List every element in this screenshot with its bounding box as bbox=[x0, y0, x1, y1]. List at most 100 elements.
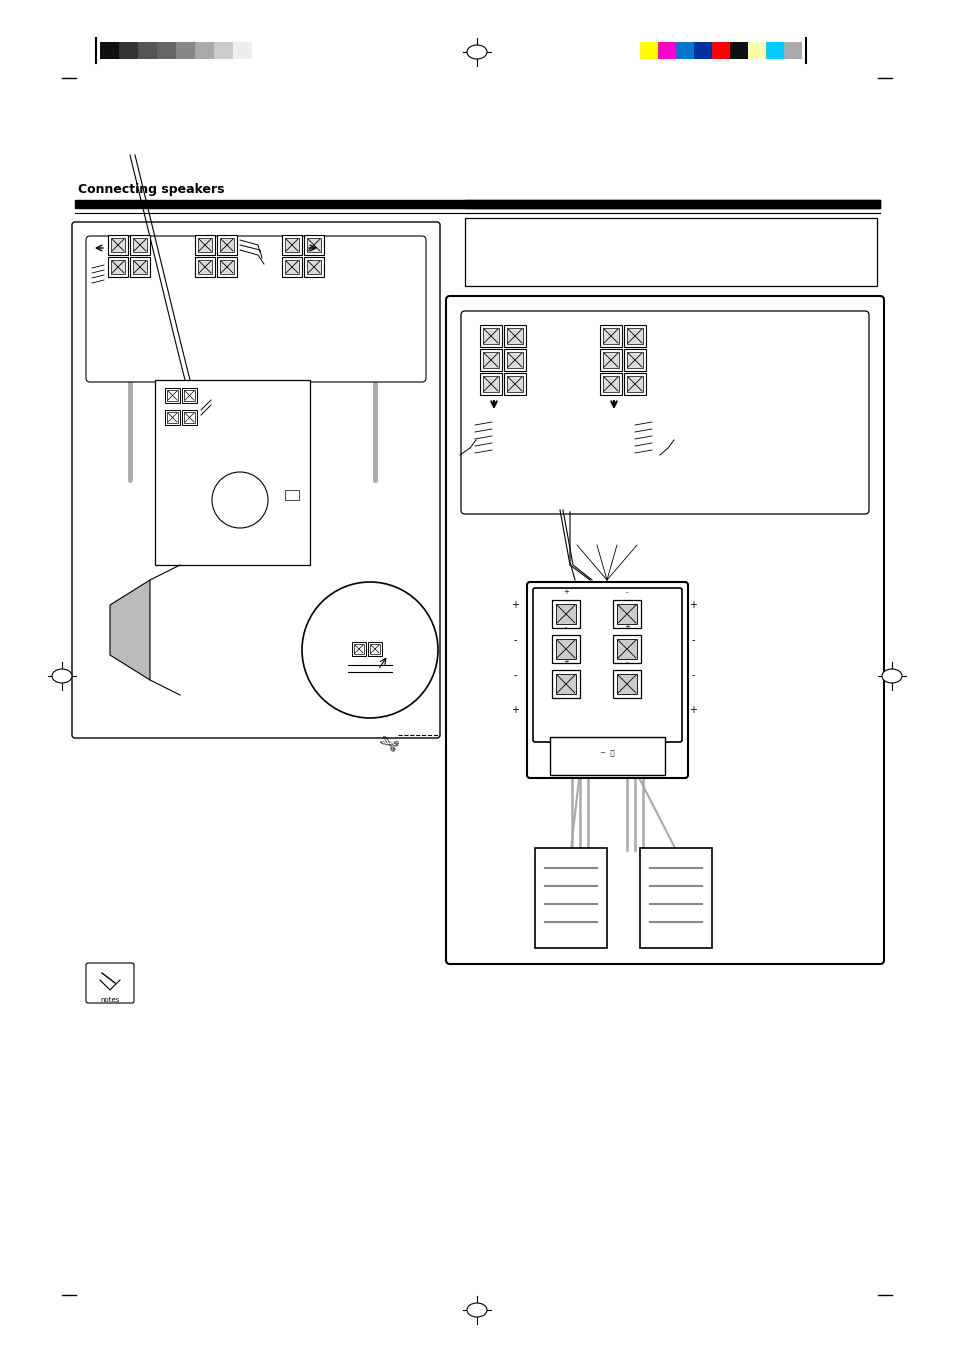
Text: +: + bbox=[511, 600, 518, 610]
Bar bbox=[556, 675, 576, 694]
Bar bbox=[370, 644, 379, 654]
Bar bbox=[479, 349, 501, 370]
Bar bbox=[157, 42, 175, 59]
Bar bbox=[304, 235, 324, 256]
Bar bbox=[198, 260, 212, 274]
Bar bbox=[184, 412, 194, 423]
Text: -: - bbox=[691, 635, 694, 645]
Bar bbox=[100, 42, 119, 59]
Bar bbox=[552, 671, 579, 698]
Text: Connecting speakers: Connecting speakers bbox=[78, 183, 224, 196]
Bar bbox=[282, 235, 302, 256]
Bar bbox=[765, 42, 783, 59]
Circle shape bbox=[302, 581, 437, 718]
Bar bbox=[693, 42, 711, 59]
Bar bbox=[285, 260, 298, 274]
Bar bbox=[617, 639, 637, 658]
Text: +: + bbox=[688, 704, 697, 715]
Text: -: - bbox=[564, 625, 567, 630]
Bar bbox=[213, 42, 233, 59]
Bar bbox=[165, 410, 180, 425]
Bar bbox=[482, 376, 498, 392]
Bar bbox=[613, 600, 640, 627]
Bar bbox=[479, 324, 501, 347]
Bar bbox=[613, 635, 640, 662]
Text: -: - bbox=[625, 658, 628, 665]
Bar bbox=[464, 218, 876, 287]
Bar bbox=[138, 42, 157, 59]
FancyBboxPatch shape bbox=[446, 296, 883, 964]
Bar bbox=[108, 235, 128, 256]
Ellipse shape bbox=[467, 1303, 486, 1317]
Bar bbox=[368, 642, 381, 656]
Bar bbox=[285, 238, 298, 251]
Text: +: + bbox=[688, 600, 697, 610]
Bar bbox=[175, 42, 194, 59]
Bar bbox=[482, 352, 498, 368]
Ellipse shape bbox=[882, 669, 901, 683]
Text: +: + bbox=[623, 625, 629, 630]
Text: -: - bbox=[513, 635, 517, 645]
Bar bbox=[220, 238, 233, 251]
Bar bbox=[233, 42, 252, 59]
Bar bbox=[552, 635, 579, 662]
Bar bbox=[184, 389, 194, 402]
Bar bbox=[556, 639, 576, 658]
Bar bbox=[506, 352, 522, 368]
Bar bbox=[194, 235, 214, 256]
Bar bbox=[535, 848, 606, 948]
Bar bbox=[182, 388, 196, 403]
Bar bbox=[479, 373, 501, 395]
Bar bbox=[194, 42, 213, 59]
Bar bbox=[599, 324, 621, 347]
Bar bbox=[613, 671, 640, 698]
Bar bbox=[617, 604, 637, 625]
FancyBboxPatch shape bbox=[526, 581, 687, 777]
Bar bbox=[216, 235, 236, 256]
Bar bbox=[503, 349, 525, 370]
Bar bbox=[599, 373, 621, 395]
Bar bbox=[111, 238, 125, 251]
Bar bbox=[556, 604, 576, 625]
Bar bbox=[119, 42, 138, 59]
Bar bbox=[132, 260, 147, 274]
Circle shape bbox=[212, 472, 268, 529]
Bar bbox=[482, 329, 498, 343]
Bar bbox=[132, 238, 147, 251]
Bar bbox=[503, 324, 525, 347]
Bar bbox=[599, 349, 621, 370]
Bar bbox=[194, 257, 214, 277]
Bar bbox=[658, 42, 676, 59]
Bar bbox=[506, 376, 522, 392]
FancyBboxPatch shape bbox=[533, 588, 681, 742]
Bar bbox=[617, 675, 637, 694]
Bar bbox=[506, 329, 522, 343]
Text: ~  ⓐ: ~ ⓐ bbox=[599, 750, 614, 756]
Bar bbox=[285, 489, 298, 500]
Bar bbox=[165, 388, 180, 403]
Bar bbox=[167, 389, 178, 402]
Bar bbox=[307, 260, 320, 274]
Bar bbox=[623, 324, 645, 347]
Bar bbox=[623, 373, 645, 395]
Bar bbox=[282, 257, 302, 277]
Bar bbox=[216, 257, 236, 277]
Bar bbox=[626, 352, 642, 368]
Bar bbox=[602, 329, 618, 343]
Bar bbox=[626, 376, 642, 392]
Ellipse shape bbox=[467, 45, 486, 59]
Text: -: - bbox=[513, 671, 517, 680]
Bar bbox=[602, 352, 618, 368]
Bar bbox=[783, 42, 801, 59]
Bar bbox=[602, 376, 618, 392]
Bar bbox=[182, 410, 196, 425]
Bar bbox=[220, 260, 233, 274]
Bar bbox=[550, 737, 664, 775]
Bar bbox=[503, 373, 525, 395]
Text: +: + bbox=[562, 658, 568, 665]
Bar bbox=[623, 349, 645, 370]
Text: ✄: ✄ bbox=[376, 726, 402, 753]
Bar bbox=[626, 329, 642, 343]
Bar bbox=[304, 257, 324, 277]
Text: notes: notes bbox=[100, 996, 119, 1003]
